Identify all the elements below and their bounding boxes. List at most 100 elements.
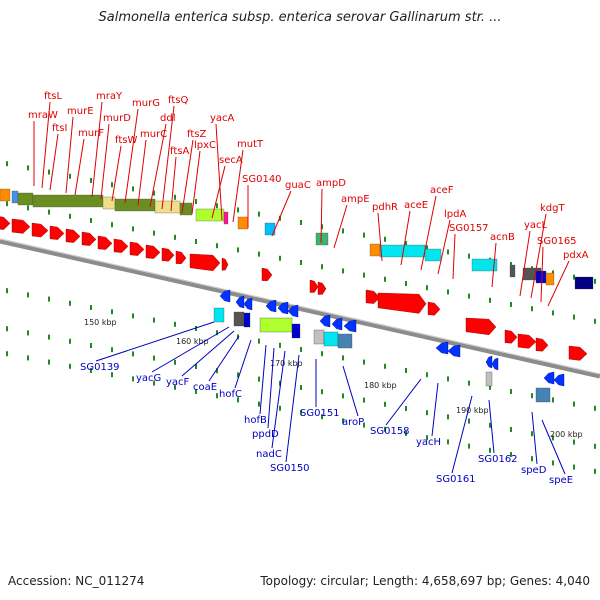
tick-lower-inner [468,380,470,386]
tick-lower-mid [132,351,134,357]
reverse-cog-box [323,331,339,347]
forward-gene-arrow [517,333,537,349]
cog-box [369,243,381,257]
tick-lower-inner [552,397,554,403]
forward-gene-arrow [31,222,49,238]
tick-upper-inner [384,276,386,282]
tick-lower-mid [90,343,92,348]
tick-lower-inner [216,330,218,336]
tick-upper-inner [594,318,596,324]
tick-upper-outer [321,224,323,230]
forward-gene-arrow [97,235,113,250]
reverse-gene-arrow [219,289,231,303]
tick-upper-outer [111,182,113,188]
tick-lower-mid [279,380,281,386]
tick-upper-outer [447,249,449,255]
tick-upper-inner [48,209,50,215]
tick-lower-inner [363,359,365,365]
gene-label-kdgT: kdgT [540,203,565,214]
tick-lower-outer [90,368,92,373]
tick-lower-outer [510,452,512,457]
tick-upper-outer [6,161,8,167]
reverse-gene-arrow [485,355,493,369]
tick-upper-inner [573,314,575,320]
gene-label-murF: murF [78,128,104,139]
leader-line-pdhR [377,212,383,262]
tick-upper-outer [510,262,512,267]
gene-label-yacF: yacF [166,377,190,388]
forward-gene-arrow [317,281,327,295]
leader-line-nadC [271,350,286,449]
tick-lower-inner [48,296,50,302]
tick-upper-inner [405,281,407,286]
genome-summary: Topology: circular; Length: 4,658,697 bp… [260,574,590,588]
reverse-gene-arrow [447,344,461,358]
gene-label-ftsA: ftsA [170,146,189,157]
gene-label-murE: murE [67,106,94,117]
reverse-cog-box [535,387,551,403]
tick-lower-outer [552,460,554,466]
tick-lower-outer [48,359,50,365]
reverse-gene-arrow [235,295,245,309]
leader-line-ppdD [267,347,275,429]
tick-upper-outer [90,178,92,183]
scale-label: 190 kbp [456,406,489,415]
tick-lower-mid [573,439,575,445]
reverse-gene-arrow [491,357,499,371]
leader-line-pdxA [547,260,570,307]
tick-lower-outer [216,393,218,399]
forward-gene-arrow [161,247,175,262]
tick-lower-mid [468,418,470,424]
leader-line-lpxC [191,150,201,215]
tick-lower-inner [405,368,407,373]
backbone-highlight [0,238,600,375]
leader-line-guaC [271,190,292,237]
tick-lower-inner [573,401,575,407]
tick-lower-outer [405,431,407,436]
tick-upper-outer [363,232,365,238]
gene-label-secA: secA [219,155,243,166]
gene-label-SG0151: SG0151 [300,408,340,419]
tick-lower-outer [594,468,596,474]
leader-line-hofC [234,339,252,389]
gene-label-ftsZ: ftsZ [187,129,206,140]
tick-lower-mid [300,385,302,390]
tick-upper-outer [300,220,302,225]
tick-lower-mid [342,393,344,399]
forward-gene-arrow [175,250,187,265]
cog-box [179,202,193,216]
tick-upper-inner [489,297,491,303]
gene-label-mutT: mutT [237,139,264,150]
leader-line-SG0165 [540,246,544,303]
gene-label-SG0161: SG0161 [436,474,476,485]
tick-lower-mid [531,431,533,437]
tick-lower-outer [195,389,197,394]
gene-label-aroP: aroP [342,417,364,428]
forward-gene-arrow [145,244,161,259]
gene-label-mraY: mraY [96,91,123,102]
reverse-gene-arrow [435,341,449,355]
gene-label-SG0158: SG0158 [370,426,410,437]
leader-line-ftsQ [161,105,175,210]
gene-label-lpxC: lpxC [194,140,216,151]
tick-lower-outer [132,376,134,382]
gene-label-pdxA: pdxA [563,250,589,261]
forward-gene-arrow [365,289,381,304]
leader-line-SG0139 [95,321,215,362]
gene-label-coaE: coaE [193,382,217,393]
tick-lower-mid [258,376,260,382]
tick-lower-outer [6,351,8,357]
reverse-gene-arrow [243,297,253,311]
tick-upper-outer [69,173,71,179]
forward-gene-arrow [465,317,497,336]
tick-lower-mid [69,338,71,344]
tick-lower-mid [447,414,449,420]
tick-upper-inner [27,205,29,211]
leader-line-aceE [400,210,411,266]
cog-box [509,264,516,278]
tick-lower-inner [6,288,8,294]
tick-upper-outer [468,253,470,259]
tick-upper-outer [174,194,176,200]
reverse-cog-box [485,371,493,387]
cog-box [237,216,249,230]
